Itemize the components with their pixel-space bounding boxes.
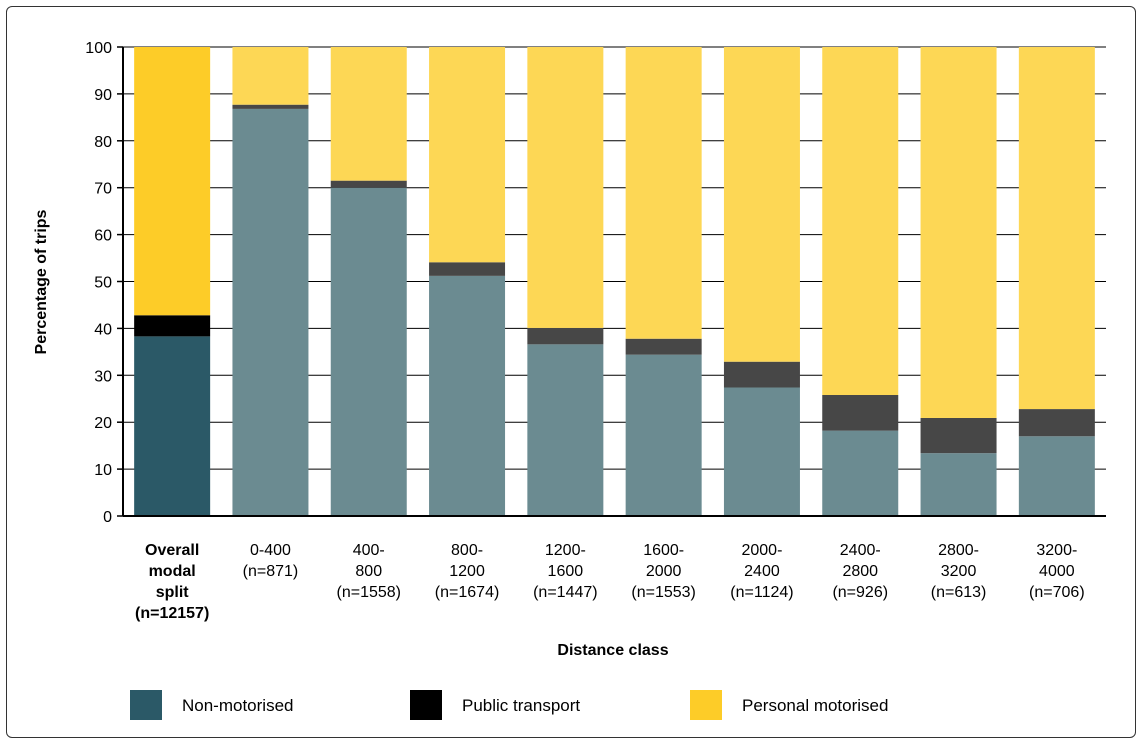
bar-segment-personal-motorised [822, 47, 899, 395]
y-tick-label: 80 [94, 134, 112, 151]
bar-segment-personal-motorised [232, 47, 309, 105]
bar-segment-public-transport [920, 417, 997, 454]
x-category-label: (n=1553) [631, 584, 696, 601]
y-tick-label: 0 [103, 509, 112, 526]
x-category-label: 3200- [1036, 542, 1077, 559]
x-category-label: (n=871) [243, 563, 299, 580]
x-category-label: 0-400 [250, 542, 291, 559]
bar-segment-non-motorised [527, 344, 604, 516]
x-category-label: 4000 [1039, 563, 1075, 580]
bar-segment-personal-motorised [1018, 47, 1095, 410]
x-category-label: 2000 [646, 563, 682, 580]
x-category-label: 1200 [449, 563, 485, 580]
y-tick-label: 70 [94, 181, 112, 198]
bar-segment-non-motorised [134, 336, 211, 516]
bar-segment-personal-motorised [429, 47, 506, 263]
bar-segment-non-motorised [330, 187, 407, 516]
bar-segment-non-motorised [232, 108, 309, 517]
x-category-label: (n=613) [931, 584, 987, 601]
legend-swatch [410, 690, 442, 720]
x-category-label: 800 [355, 563, 382, 580]
x-category-label: 2400 [744, 563, 780, 580]
legend-swatch [690, 690, 722, 720]
y-axis-title: Percentage of trips [33, 209, 50, 354]
x-category-label: Overall [145, 542, 199, 559]
bar-segment-personal-motorised [920, 47, 997, 418]
x-category-label: (n=12157) [135, 605, 209, 622]
y-tick-label: 60 [94, 228, 112, 245]
legend-label: Non-motorised [182, 696, 294, 715]
x-category-label: (n=706) [1029, 584, 1085, 601]
x-category-label: 2800- [938, 542, 979, 559]
bar-segment-non-motorised [723, 387, 800, 516]
bar-segment-personal-motorised [330, 47, 407, 181]
x-category-label: (n=1447) [533, 584, 598, 601]
x-category-label: 800- [451, 542, 483, 559]
y-tick-label: 100 [85, 40, 112, 57]
bar-segment-personal-motorised [134, 47, 211, 316]
bars [134, 47, 1095, 517]
x-category-label: split [156, 584, 190, 601]
bar-segment-non-motorised [1018, 436, 1095, 516]
x-category-label: 1600 [548, 563, 584, 580]
x-category-label: (n=926) [832, 584, 888, 601]
bar-segment-personal-motorised [723, 47, 800, 362]
bar-segment-public-transport [1018, 409, 1095, 437]
x-category-label: 3200 [941, 563, 977, 580]
x-category-label: (n=1124) [730, 584, 793, 601]
y-tick-label: 90 [94, 87, 112, 104]
y-tick-labels: 0 10 20 30 40 50 60 70 80 90 100 [85, 40, 112, 526]
y-tick-label: 30 [94, 368, 112, 385]
bar-segment-public-transport [723, 361, 800, 388]
bar-segment-personal-motorised [527, 47, 604, 328]
bar-segment-public-transport [527, 327, 604, 345]
legend: Non-motorised Public transport Personal mo… [130, 690, 888, 720]
bar-segment-non-motorised [625, 354, 702, 516]
bar-segment-non-motorised [429, 275, 506, 516]
y-tick-label: 20 [94, 415, 112, 432]
x-category-label: 2800 [842, 563, 878, 580]
x-category-label: 1600- [643, 542, 684, 559]
y-tick-label: 10 [94, 462, 112, 479]
y-tick-label: 40 [94, 321, 112, 338]
x-category-label: 2400- [840, 542, 881, 559]
bar-segment-public-transport [625, 338, 702, 355]
legend-label: Personal motorised [742, 696, 888, 715]
x-category-label: 1200- [545, 542, 586, 559]
bar-segment-public-transport [134, 315, 211, 337]
axes [117, 46, 1106, 517]
legend-swatch [130, 690, 162, 720]
x-category-label: (n=1558) [337, 584, 402, 601]
x-category-label: 2000- [741, 542, 782, 559]
x-category-labels: Overall modal split (n=12157) 0-400 (n=871) 40… [135, 542, 1085, 622]
bar-segment-personal-motorised [625, 47, 702, 339]
bar-segment-non-motorised [822, 430, 899, 516]
bar-segment-public-transport [330, 180, 407, 188]
x-axis-title: Distance class [557, 642, 668, 659]
bar-segment-public-transport [429, 262, 506, 276]
x-category-label: modal [149, 563, 196, 580]
x-category-label: (n=1674) [435, 584, 500, 601]
bar-segment-public-transport [822, 394, 899, 431]
bar-segment-non-motorised [920, 453, 997, 516]
y-tick-label: 50 [94, 275, 112, 292]
bar-segment-public-transport [232, 104, 309, 109]
legend-label: Public transport [462, 696, 580, 715]
x-category-label: 400- [353, 542, 385, 559]
